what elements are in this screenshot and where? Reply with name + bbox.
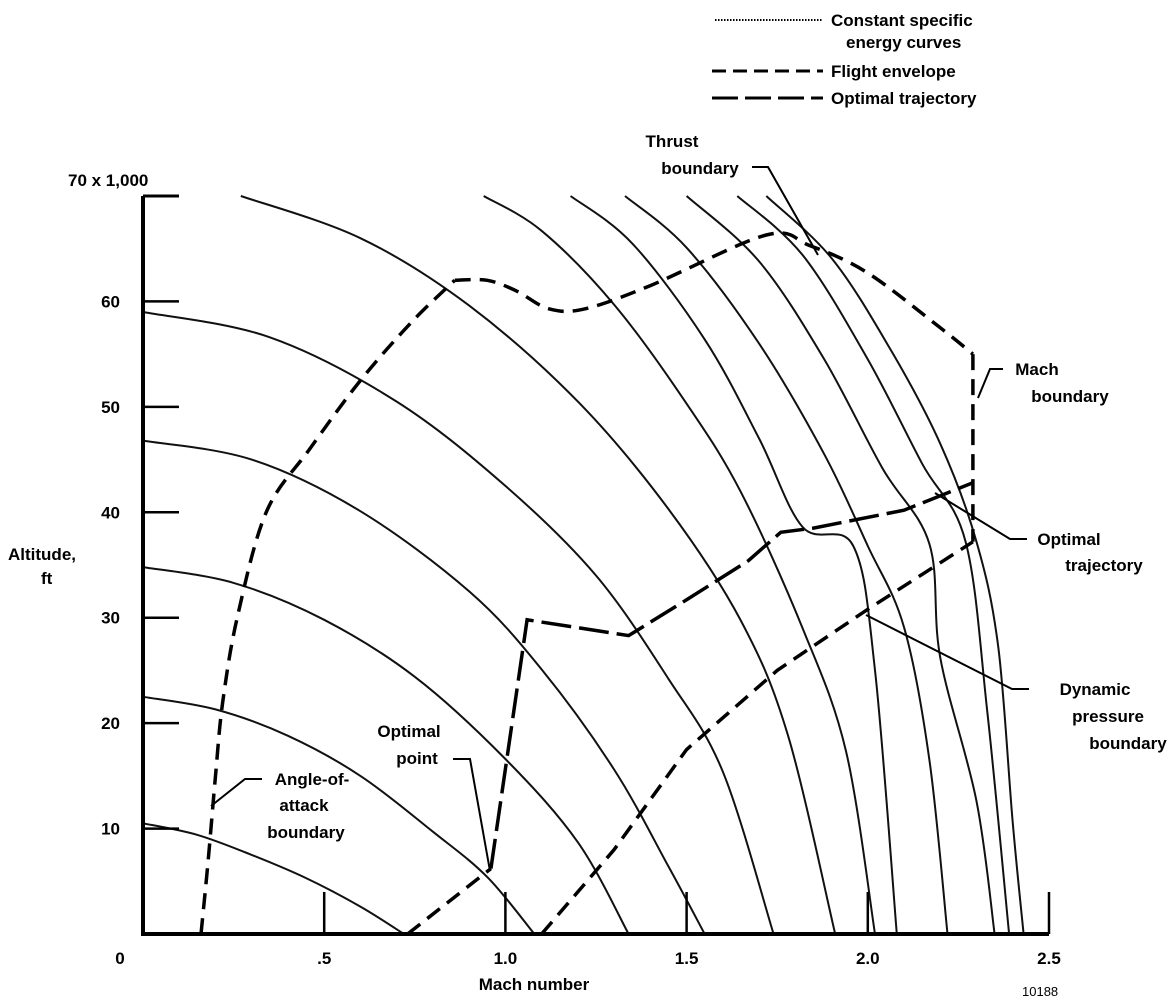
annotation-optimal-trajectory-leader xyxy=(934,492,1027,540)
annotation-mach-line2: boundary xyxy=(1031,387,1109,406)
envelope-angle-of-attack-boundary-low-speed xyxy=(406,867,492,936)
energy-curve-11 xyxy=(736,195,1011,935)
x-ticks: 0 .5 1.0 1.5 2.0 2.5 xyxy=(115,892,1061,968)
annotation-angle-of-attack-line2: attack xyxy=(279,796,329,815)
x-axis-title: Mach number xyxy=(479,975,590,994)
y-axis-multiplier-label: 70 x 1,000 xyxy=(68,171,148,190)
energy-curve-6 xyxy=(240,195,837,935)
annotation-optimal-trajectory-line1: Optimal xyxy=(1037,530,1100,549)
x-tick-label-.5: .5 xyxy=(317,949,331,968)
y-tick-label-40: 40 xyxy=(101,503,120,522)
energy-curves xyxy=(142,195,1025,935)
figure-id: 10188 xyxy=(1022,984,1058,999)
envelope-thrust-boundary xyxy=(454,231,974,356)
legend-label-optimal-trajectory: Optimal trajectory xyxy=(831,89,977,108)
energy-curve-9 xyxy=(624,195,949,935)
annotation-angle-of-attack-line1: Angle-of- xyxy=(275,770,350,789)
optimal-trajectory xyxy=(489,481,974,869)
y-tick-label-10: 10 xyxy=(101,820,120,839)
energy-curve-5 xyxy=(142,311,775,935)
legend-label-energy-curves-line1: Constant specific xyxy=(831,11,973,30)
annotation-thrust-leader xyxy=(752,166,819,256)
envelope-dynamic-pressure-boundary xyxy=(540,540,974,936)
legend-label-flight-envelope: Flight envelope xyxy=(831,62,956,81)
envelope-angle-of-attack-boundary xyxy=(199,279,456,935)
flight-envelope xyxy=(199,231,975,936)
annotation-optimal-point-line2: point xyxy=(396,749,438,768)
energy-curve-8 xyxy=(569,195,898,935)
annotation-mach-leader xyxy=(977,368,1003,399)
y-tick-label-30: 30 xyxy=(101,609,120,628)
y-tick-label-50: 50 xyxy=(101,398,120,417)
annotation-dynamic-pressure-line3: boundary xyxy=(1089,734,1167,753)
energy-curve-10 xyxy=(685,195,996,935)
energy-curve-3 xyxy=(142,566,630,935)
annotation-dynamic-pressure-line1: Dynamic xyxy=(1060,680,1131,699)
annotation-angle-of-attack-leader xyxy=(210,778,262,807)
energy-curve-4 xyxy=(142,439,706,935)
legend: Constant specific energy curves Flight e… xyxy=(712,11,977,108)
y-axis-title-line1: Altitude, xyxy=(8,545,76,564)
annotation-thrust-line1: Thrust xyxy=(646,132,699,151)
x-tick-label-1.5: 1.5 xyxy=(675,949,699,968)
optimal-trajectory-line xyxy=(489,481,974,869)
annotation-dynamic-pressure-leader xyxy=(865,614,1029,690)
x-tick-label-0: 0 xyxy=(115,949,124,968)
x-tick-label-1.0: 1.0 xyxy=(494,949,518,968)
annotation-optimal-point-line1: Optimal xyxy=(377,722,440,741)
y-tick-label-20: 20 xyxy=(101,714,120,733)
annotation-dynamic-pressure-line2: pressure xyxy=(1072,707,1144,726)
energy-curve-7 xyxy=(483,195,876,935)
x-tick-label-2.5: 2.5 xyxy=(1037,949,1061,968)
legend-label-energy-curves-line2: energy curves xyxy=(846,33,961,52)
x-tick-label-2.0: 2.0 xyxy=(856,949,880,968)
annotation-optimal-trajectory-line2: trajectory xyxy=(1065,556,1143,575)
annotation-thrust-line2: boundary xyxy=(661,159,739,178)
annotation-optimal-point-leader xyxy=(453,758,491,872)
annotations: Thrust boundary Mach boundary Optimal tr… xyxy=(210,132,1167,872)
energy-curve-2 xyxy=(142,695,536,935)
axes xyxy=(141,196,1049,936)
y-axis-title-line2: ft xyxy=(41,569,53,588)
annotation-angle-of-attack-line3: boundary xyxy=(267,823,345,842)
annotation-mach-line1: Mach xyxy=(1015,360,1058,379)
energy-curve-1 xyxy=(142,822,405,935)
y-tick-label-60: 60 xyxy=(101,292,120,311)
energy-curve-12 xyxy=(765,195,1025,935)
y-ticks: 10 20 30 40 50 60 xyxy=(101,194,179,839)
